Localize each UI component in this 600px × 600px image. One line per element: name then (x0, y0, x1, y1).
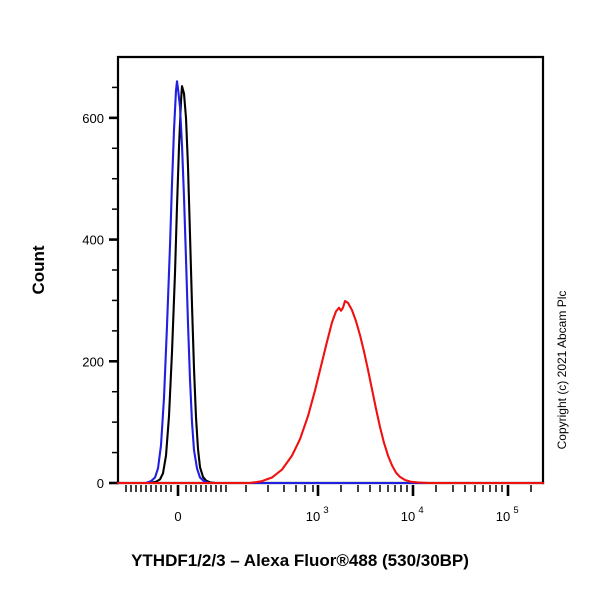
x-tick-label: 10 3 (306, 505, 329, 524)
trace-unlabelled-control (116, 85, 545, 485)
y-tick-label: 400 (82, 233, 104, 248)
y-tick-label: 0 (97, 476, 104, 491)
trace-ythdf1-2-3-antibody (116, 299, 545, 485)
x-tick-label-base: 10 (306, 509, 320, 524)
x-tick-label: 10 5 (496, 505, 519, 524)
x-tick-label: 10 4 (401, 505, 424, 524)
x-tick-label-exponent: 3 (323, 505, 328, 516)
y-tick-label: 600 (82, 111, 104, 126)
x-tick-label: 0 (174, 509, 181, 524)
copyright-text: Copyright (c) 2021 Abcam Plc (555, 291, 569, 450)
x-tick-label-base: 10 (496, 509, 510, 524)
y-axis-title-text: Count (29, 245, 48, 294)
x-tick-label-exponent: 4 (418, 505, 423, 516)
x-tick-label-base: 10 (401, 509, 415, 524)
x-axis-title-text: YTHDF1/2/3 – Alexa Fluor®488 (530/30BP) (131, 551, 469, 570)
trace-isotype-control (116, 80, 545, 485)
x-tick-label-base: 0 (174, 509, 181, 524)
y-tick-label: 200 (82, 354, 104, 369)
x-tick-label-exponent: 5 (513, 505, 518, 516)
